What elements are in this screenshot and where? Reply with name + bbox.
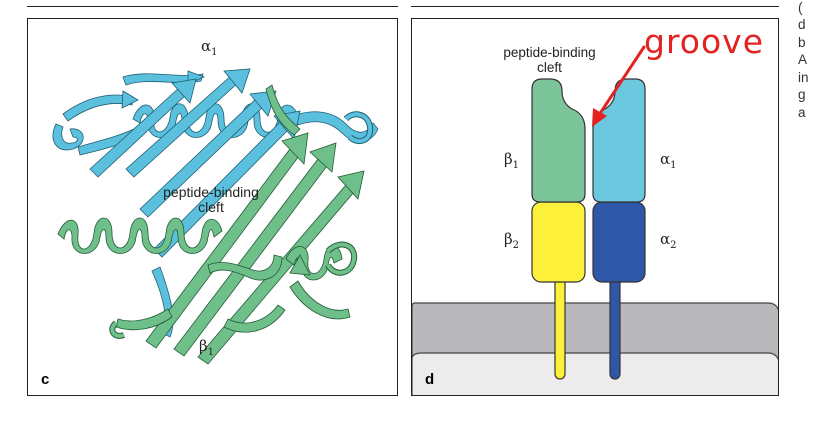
panel-c-letter: c <box>41 371 50 388</box>
side-caption-line: a <box>798 105 806 120</box>
beta1-chain <box>57 84 365 365</box>
alpha2-domain <box>592 201 646 283</box>
panel-d-letter: d <box>425 371 435 388</box>
beta2-label: β2 <box>504 230 520 251</box>
alpha1-label: α1 <box>660 150 677 171</box>
mhc-schematic <box>412 45 778 395</box>
side-caption-line: d <box>798 17 806 32</box>
side-caption-line: ( <box>798 0 803 15</box>
groove-annotation: groove <box>644 22 765 61</box>
panel-a-bottom-edge <box>27 6 398 7</box>
side-caption-line: b <box>798 35 806 50</box>
cytoplasm <box>412 352 778 395</box>
beta1-domain <box>531 78 586 203</box>
beta1-label: β1 <box>199 337 215 358</box>
beta1-label: β1 <box>504 150 520 171</box>
beta-transmembrane-stalk <box>554 274 566 380</box>
panel-d: peptide-binding cleft groove β1 β2 α1 α2… <box>411 18 779 396</box>
side-caption-line: g <box>798 87 806 102</box>
cleft-label: peptide-binding cleft <box>492 45 607 75</box>
alpha-transmembrane-stalk <box>609 274 621 380</box>
panel-c: α1 peptide-binding cleft β1 c <box>27 18 398 396</box>
cleft-label-line2: cleft <box>537 60 562 75</box>
side-caption-line: A <box>798 52 808 67</box>
groove-arrow <box>592 45 646 127</box>
cleft-label-line2: cleft <box>198 199 224 215</box>
alpha1-label: α1 <box>201 37 218 58</box>
panel-b-bottom-edge <box>411 6 779 7</box>
side-caption-line: in <box>798 70 809 85</box>
protein-ribbon-diagram <box>52 68 379 365</box>
alpha2-label: α2 <box>660 230 677 251</box>
cleft-label: peptide-binding cleft <box>156 185 266 215</box>
cleft-label-line1: peptide-binding <box>503 45 596 60</box>
alpha1-domain <box>592 78 646 203</box>
beta2-domain <box>531 201 586 283</box>
cleft-label-line1: peptide-binding <box>163 184 259 200</box>
